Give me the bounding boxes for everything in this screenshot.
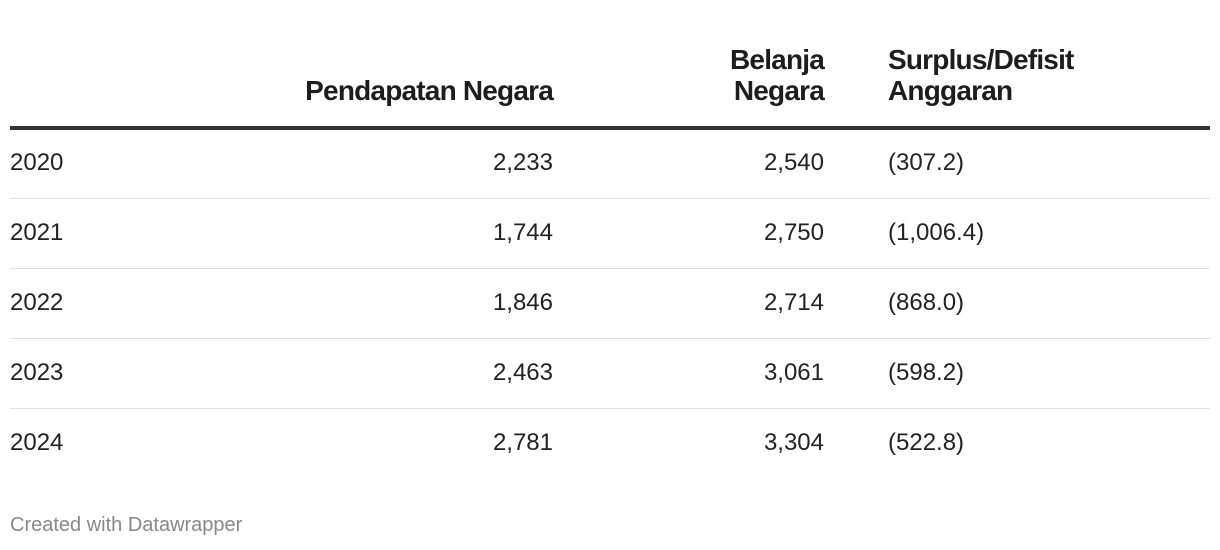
header-rule <box>10 126 1210 130</box>
table-cell: (868.0) <box>888 289 965 316</box>
table-cell: 2022 <box>10 289 64 316</box>
table-cell: 2024 <box>10 429 64 456</box>
column-header: Surplus/Defisit Anggaran <box>888 44 1074 106</box>
table-cell: 3,304 <box>763 429 824 456</box>
table-cell: 2021 <box>10 219 64 246</box>
table-cell: (1,006.4) <box>888 219 985 246</box>
row-divider <box>10 338 1210 339</box>
column-header: Pendapatan Negara <box>305 75 554 106</box>
column-header: Belanja Negara <box>730 44 825 106</box>
table-cell: 2,540 <box>763 149 824 176</box>
table-cell: (522.8) <box>888 429 965 456</box>
table-cell: 3,061 <box>763 359 824 386</box>
row-divider <box>10 198 1210 199</box>
table-cell: 2020 <box>10 149 64 176</box>
table-cell: (598.2) <box>888 359 965 386</box>
table-cell: (307.2) <box>888 149 965 176</box>
table-cell: 2023 <box>10 359 64 386</box>
row-divider <box>10 268 1210 269</box>
table-cell: 2,714 <box>763 289 824 316</box>
row-divider <box>10 408 1210 409</box>
table-cell: 2,781 <box>492 429 553 456</box>
table-cell: 2,233 <box>492 149 553 176</box>
table-cell: 1,846 <box>492 289 553 316</box>
table-cell: 2,750 <box>763 219 824 246</box>
footer: Created with Datawrapper <box>10 514 243 536</box>
table-cell: 1,744 <box>492 219 553 246</box>
table-cell: 2,463 <box>492 359 553 386</box>
